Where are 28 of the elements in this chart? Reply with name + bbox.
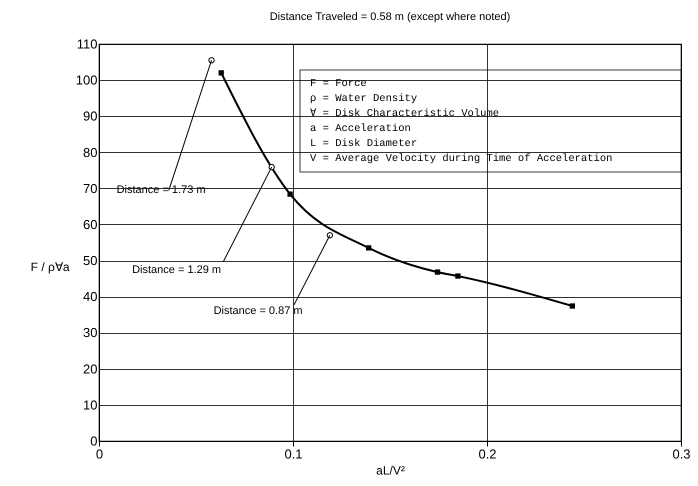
chart-title: Distance Traveled = 0.58 m (except where noted): [270, 11, 510, 23]
point: [570, 303, 576, 309]
annotation: Distance = 1.29 m: [132, 264, 222, 276]
y-tick-label: 10: [83, 397, 98, 412]
point: [218, 70, 224, 76]
x-tick-label: 0.2: [478, 446, 497, 462]
y-tick-label: 110: [76, 36, 98, 52]
y-tick-label: 30: [83, 325, 98, 340]
x-tick-label: 0.1: [284, 446, 303, 462]
y-tick-label: 60: [83, 216, 98, 232]
y-tick-label: 100: [76, 72, 98, 88]
x-tick-label: 0.3: [672, 446, 691, 462]
y-tick-label: 90: [83, 108, 98, 124]
y-tick-label: 0: [90, 434, 98, 448]
x-axis-title: aL/V²: [376, 464, 405, 478]
y-tick-label: 20: [83, 361, 98, 376]
annotation: Distance = 0.87 m: [214, 305, 303, 318]
point: [287, 191, 293, 197]
annotation: a = Acceleration: [310, 123, 411, 135]
y-tick-label: 40: [83, 289, 98, 304]
y-tick-label: 70: [83, 180, 98, 196]
annotation: L = Disk Diameter: [310, 138, 418, 150]
point: [366, 245, 372, 251]
y-tick-label: 50: [83, 253, 98, 268]
y-axis-title: F / ρ∀a: [30, 260, 70, 274]
y-tick-label: 80: [83, 144, 98, 160]
annotation: F = Force: [310, 78, 367, 90]
annotation: ρ = Water Density: [310, 93, 418, 105]
